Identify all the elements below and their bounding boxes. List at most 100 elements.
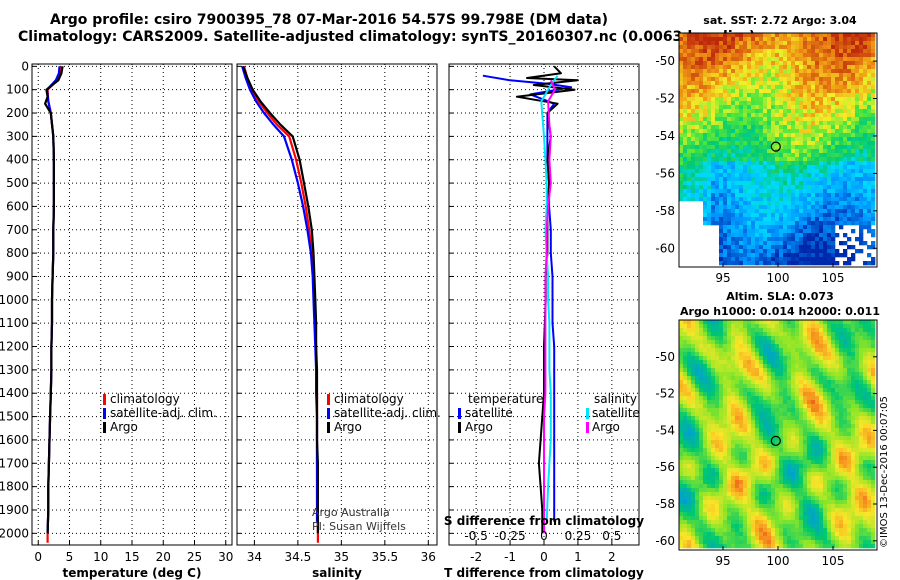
sst-map-cell bbox=[695, 33, 700, 38]
sst-map-cell bbox=[683, 117, 688, 122]
sst-map-cell bbox=[783, 193, 788, 198]
sst-map-cell bbox=[707, 117, 712, 122]
sst-map-cell bbox=[807, 249, 812, 254]
sst-map-cell bbox=[811, 177, 816, 182]
sst-map-cell bbox=[811, 249, 816, 254]
sla-map-cell bbox=[687, 464, 692, 469]
sla-map-cell bbox=[795, 428, 800, 433]
sla-map-cell bbox=[711, 356, 716, 361]
sst-map-cell bbox=[779, 101, 784, 106]
sla-map-cell bbox=[763, 476, 768, 481]
sla-map-cell bbox=[687, 460, 692, 465]
sla-map-cell bbox=[707, 392, 712, 397]
sla-map-cell bbox=[731, 424, 736, 429]
sst-map-cell bbox=[815, 177, 820, 182]
sla-map-cell bbox=[723, 396, 728, 401]
sst-map-cell bbox=[787, 217, 792, 222]
sla-map-cell bbox=[771, 356, 776, 361]
sst-map-cell bbox=[847, 61, 852, 66]
sla-map-cell bbox=[719, 416, 724, 421]
sst-map-cell bbox=[723, 57, 728, 62]
sst-map-cell bbox=[735, 41, 740, 46]
sla-map-cell bbox=[727, 376, 732, 381]
sst-map-cell bbox=[783, 197, 788, 202]
sst-map-cell bbox=[719, 189, 724, 194]
sst-map-cell bbox=[851, 105, 856, 110]
sst-map-cell bbox=[775, 97, 780, 102]
sla-map-cell bbox=[779, 388, 784, 393]
sst-map-cell bbox=[851, 157, 856, 162]
sst-map-cell bbox=[747, 165, 752, 170]
sla-map-cell bbox=[779, 448, 784, 453]
sla-map-cell bbox=[775, 484, 780, 489]
sla-map-cell bbox=[747, 384, 752, 389]
sst-map-cell bbox=[715, 73, 720, 78]
sla-map-cell bbox=[855, 484, 860, 489]
sst-map-cell bbox=[783, 261, 788, 266]
sst-map-cell bbox=[847, 117, 852, 122]
sla-map-cell bbox=[847, 428, 852, 433]
sst-map-cell bbox=[699, 37, 704, 42]
sst-map-cell bbox=[679, 133, 684, 138]
sst-map-cell bbox=[835, 49, 840, 54]
sla-map-cell bbox=[735, 420, 740, 425]
sla-map-cell bbox=[863, 476, 868, 481]
sst-map-cell bbox=[751, 125, 756, 130]
sla-map-cell bbox=[807, 340, 812, 345]
sst-map-cell bbox=[787, 153, 792, 158]
sla-map-cell bbox=[839, 324, 844, 329]
sst-map-cell bbox=[807, 245, 812, 250]
sst-map-cell bbox=[759, 177, 764, 182]
sst-map-cell bbox=[711, 53, 716, 58]
sla-map-cell bbox=[691, 332, 696, 337]
sla-map-cell bbox=[763, 388, 768, 393]
sst-map-cell bbox=[743, 193, 748, 198]
sst-map-cell bbox=[699, 125, 704, 130]
sst-map-cell bbox=[679, 149, 684, 154]
sst-map-cell bbox=[775, 133, 780, 138]
sst-map-cell bbox=[735, 97, 740, 102]
sla-map-cell bbox=[683, 388, 688, 393]
sst-map-cell bbox=[835, 113, 840, 118]
sst-map-cell bbox=[819, 229, 824, 234]
sla-map-cell bbox=[803, 424, 808, 429]
sla-map-cell bbox=[727, 428, 732, 433]
sst-map-cell bbox=[735, 85, 740, 90]
sst-map-cell bbox=[831, 97, 836, 102]
sst-map-cell bbox=[739, 137, 744, 142]
sst-map-cell bbox=[811, 189, 816, 194]
sst-map-cell bbox=[711, 33, 716, 38]
sst-map-cell bbox=[683, 85, 688, 90]
sst-map-cell bbox=[863, 117, 868, 122]
sst-map-cell bbox=[739, 49, 744, 54]
sst-map-cell bbox=[819, 217, 824, 222]
sst-map-cell bbox=[711, 193, 716, 198]
sst-map-cell bbox=[727, 133, 732, 138]
sla-map-cell bbox=[799, 404, 804, 409]
sla-map-cell bbox=[755, 416, 760, 421]
sst-map-cell bbox=[771, 257, 776, 262]
sst-map-cell bbox=[835, 41, 840, 46]
sst-map-cell bbox=[867, 149, 872, 154]
sst-map-cell bbox=[799, 165, 804, 170]
sst-map-cell bbox=[711, 109, 716, 114]
sst-map-cell bbox=[815, 81, 820, 86]
temperature-legend-swatch bbox=[103, 408, 106, 419]
sst-map-cell bbox=[687, 193, 692, 198]
sla-map-cell bbox=[827, 372, 832, 377]
sla-map-cell bbox=[703, 336, 708, 341]
sla-map-cell bbox=[867, 364, 872, 369]
sst-map-cell bbox=[687, 181, 692, 186]
sst-map-cell bbox=[803, 185, 808, 190]
sst-map-cell bbox=[687, 53, 692, 58]
sla-map-cell bbox=[695, 460, 700, 465]
sla-map-cell bbox=[787, 464, 792, 469]
sst-map-cell bbox=[767, 65, 772, 70]
sla-map-cell bbox=[751, 412, 756, 417]
sla-map-cell bbox=[815, 420, 820, 425]
sst-map-cell bbox=[739, 37, 744, 42]
sst-map-cell bbox=[835, 261, 840, 266]
sst-map-cell bbox=[727, 181, 732, 186]
sst-map-cell bbox=[755, 33, 760, 38]
sst-map-cell bbox=[819, 81, 824, 86]
